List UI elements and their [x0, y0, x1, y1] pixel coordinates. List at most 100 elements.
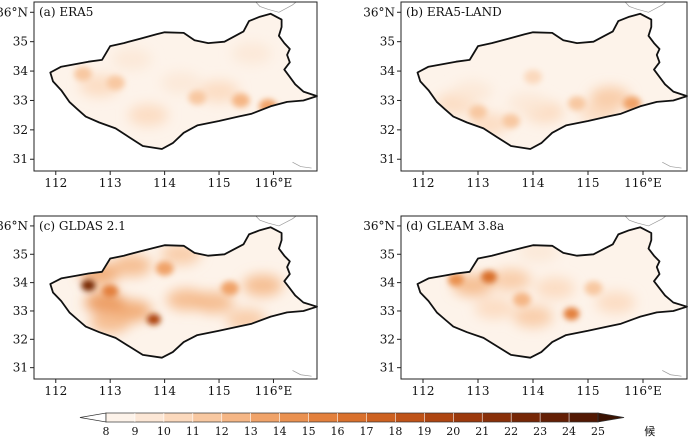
colorbar-swatch	[337, 413, 367, 422]
colorbar-tick-label: 17	[359, 425, 373, 437]
field-texture	[231, 42, 272, 65]
panel-d: 112 113 114 115 116°E 36°N 35 34 33 32 31 (d) GLEAM…	[363, 215, 688, 398]
field-texture	[452, 80, 493, 103]
lon-tick-label: 114	[522, 384, 545, 398]
basin-outline	[49, 226, 318, 359]
field-texture	[111, 48, 152, 71]
colorbar-swatch	[308, 413, 338, 422]
basin-outline	[416, 226, 688, 359]
lon-tick-label: 115	[577, 384, 600, 398]
hotspot	[188, 90, 207, 105]
lon-tick-label: 112	[44, 384, 67, 398]
lon-tick-label: 113	[99, 384, 122, 398]
field-texture	[595, 291, 636, 314]
hotspot	[73, 66, 92, 82]
field-texture	[111, 254, 152, 277]
colorbar-min-arrow	[79, 412, 107, 423]
lat-tick-label: 34	[13, 64, 29, 78]
panel-c: 112 113 114 115 116°E 36°N 35 34 33 32 31 (c) GLDAS…	[0, 215, 318, 398]
colorbar-swatch	[163, 413, 194, 422]
panel-title: (b) ERA5-LAND	[406, 5, 502, 19]
hotspot	[448, 273, 464, 287]
colorbar-tick-label: 25	[591, 425, 605, 437]
lat-tick-label: 34	[13, 276, 29, 290]
panel-title: (a) ERA5	[39, 5, 93, 19]
lat-tick-label: 35	[380, 247, 395, 261]
colorbar-swatch	[221, 413, 252, 422]
colorbar-tick-label: 24	[562, 425, 576, 437]
frame-border	[33, 215, 318, 380]
colorbar-tick-label: 16	[331, 425, 345, 437]
colorbar-swatch	[106, 413, 136, 422]
hotspot	[231, 93, 250, 108]
lat-tick-label: 36°N	[0, 5, 28, 19]
field-layer	[50, 227, 318, 358]
lon-tick-label: 113	[467, 176, 490, 190]
colorbar: 8 9 10 11 12 13 14 15 16 17 18 19 20 21 22 23 24 25 候	[79, 412, 655, 437]
colorbar-tick-label: 13	[244, 425, 258, 437]
lon-tick-label: 112	[412, 176, 435, 190]
colorbar-swatch	[250, 413, 280, 422]
lat-tick-label: 36°N	[363, 219, 395, 233]
field-texture	[84, 291, 125, 314]
colorbar-tick-label: 8	[103, 425, 110, 437]
colorbar-swatch	[395, 413, 425, 422]
hotspot	[513, 292, 531, 307]
colorbar-tick-label: 14	[273, 425, 287, 437]
colorbar-swatch	[569, 413, 599, 422]
lat-tick-label: 32	[13, 123, 28, 137]
lat-tick-label: 32	[380, 332, 395, 346]
colorbar-border	[105, 412, 599, 423]
colorbar-tick-label: 10	[157, 425, 171, 437]
field-texture	[193, 291, 234, 314]
lat-tick-label: 36°N	[363, 5, 395, 19]
lon-tick-label: 112	[412, 384, 435, 398]
hotspot	[155, 261, 174, 276]
colorbar-tick-label: 15	[302, 425, 316, 437]
field-texture	[513, 305, 553, 328]
field-texture	[90, 311, 131, 334]
hotspot	[102, 284, 119, 298]
colorbar-tick-label: 22	[504, 425, 518, 437]
lat-tick-label: 33	[13, 93, 28, 107]
hotspot	[584, 281, 603, 296]
colorbar-swatch	[366, 413, 396, 422]
colorbar-swatch	[482, 413, 512, 422]
field-texture	[491, 268, 531, 291]
lat-tick-label: 31	[13, 361, 28, 375]
neighbor-borders	[624, 216, 682, 377]
hotspot	[502, 113, 520, 129]
lat-tick-label: 35	[13, 247, 28, 261]
field-layer	[50, 13, 318, 149]
lon-tick-label: 113	[99, 176, 122, 190]
lon-tick-label: 116°E	[624, 176, 662, 190]
hotspot	[81, 279, 96, 292]
panel-b: 112 113 114 115 116°E 36°N 35 34 33 32 31 (b) ERA5-…	[363, 1, 688, 190]
lon-tick-label: 114	[522, 176, 545, 190]
lat-tick-label: 33	[13, 304, 28, 318]
lon-tick-label: 113	[467, 384, 490, 398]
lat-tick-label: 36°N	[0, 219, 28, 233]
colorbar-tick-label: 9	[131, 425, 138, 437]
colorbar-tick-label: 23	[533, 425, 547, 437]
lat-tick-label: 33	[380, 304, 395, 318]
colorbar-swatch	[279, 413, 309, 422]
hotspot	[568, 96, 586, 111]
colorbar-tick-label: 19	[417, 425, 431, 437]
frame-border	[400, 1, 688, 172]
lat-tick-label: 34	[380, 64, 396, 78]
panel-a: 112 113 114 115 116°E 36°N 35 34 33 32 31 (a) ERA5	[0, 1, 318, 190]
lon-tick-label: 114	[153, 384, 176, 398]
colorbar-tick-label: 21	[475, 425, 489, 437]
lon-tick-label: 116°E	[255, 176, 293, 190]
lon-tick-label: 115	[208, 384, 231, 398]
panel-title: (d) GLEAM 3.8a	[406, 219, 504, 233]
field-layer	[417, 13, 687, 149]
lat-tick-label: 31	[380, 152, 395, 166]
colorbar-tick-label: 20	[446, 425, 460, 437]
frame-border	[400, 215, 688, 380]
panel-title: (c) GLDAS 2.1	[39, 219, 126, 233]
lon-tick-label: 116°E	[255, 384, 293, 398]
colorbar-swatch	[134, 413, 165, 422]
